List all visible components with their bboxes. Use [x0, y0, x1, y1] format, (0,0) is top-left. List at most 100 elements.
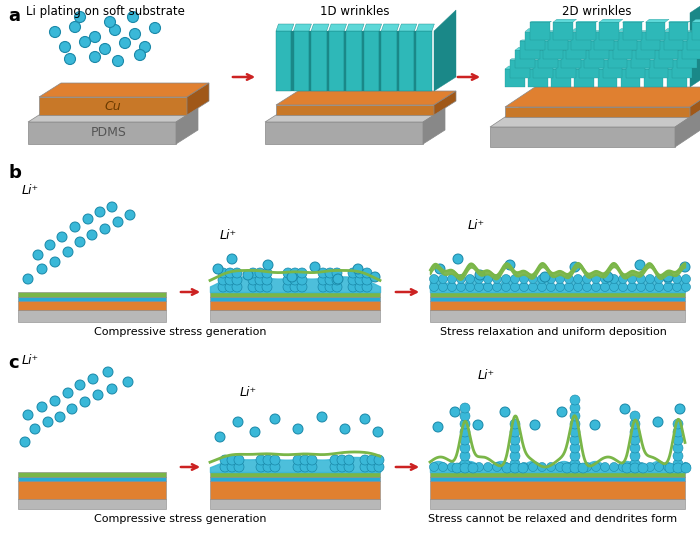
Circle shape: [318, 282, 328, 292]
Polygon shape: [490, 127, 675, 147]
Circle shape: [120, 38, 130, 48]
Polygon shape: [649, 59, 671, 60]
Circle shape: [630, 451, 640, 461]
Circle shape: [601, 274, 610, 284]
Polygon shape: [399, 31, 414, 91]
Circle shape: [645, 274, 654, 284]
Circle shape: [248, 275, 258, 285]
Circle shape: [344, 462, 354, 472]
Polygon shape: [276, 105, 434, 115]
Circle shape: [353, 264, 363, 274]
Circle shape: [270, 455, 280, 465]
Circle shape: [460, 435, 470, 445]
Circle shape: [493, 282, 501, 292]
Circle shape: [360, 455, 370, 465]
Circle shape: [673, 274, 682, 284]
Circle shape: [475, 462, 484, 471]
Polygon shape: [515, 47, 538, 50]
Circle shape: [90, 52, 101, 62]
Circle shape: [233, 417, 243, 427]
Circle shape: [673, 427, 683, 437]
Polygon shape: [520, 40, 542, 41]
Circle shape: [630, 427, 640, 437]
Circle shape: [300, 462, 310, 472]
Polygon shape: [176, 108, 198, 144]
Polygon shape: [434, 10, 456, 91]
Circle shape: [547, 282, 556, 292]
Circle shape: [127, 11, 139, 23]
Circle shape: [248, 268, 258, 278]
Circle shape: [466, 282, 475, 292]
Circle shape: [290, 268, 300, 278]
Circle shape: [362, 275, 372, 285]
Circle shape: [290, 282, 300, 292]
Polygon shape: [525, 32, 545, 49]
Polygon shape: [329, 31, 344, 91]
Circle shape: [355, 275, 365, 285]
Circle shape: [460, 459, 470, 469]
Bar: [210, 499, 380, 509]
Circle shape: [493, 274, 501, 284]
Circle shape: [664, 282, 673, 292]
Circle shape: [673, 443, 683, 453]
Circle shape: [433, 422, 443, 432]
Circle shape: [307, 462, 317, 472]
Bar: [210, 301, 380, 310]
Text: Li plating on soft substrate: Li plating on soft substrate: [26, 5, 184, 18]
Circle shape: [325, 268, 335, 278]
Polygon shape: [690, 0, 700, 87]
Circle shape: [530, 420, 540, 430]
Circle shape: [675, 404, 685, 414]
Circle shape: [636, 462, 645, 471]
Circle shape: [510, 435, 520, 445]
Circle shape: [475, 270, 485, 280]
Circle shape: [103, 367, 113, 377]
Circle shape: [70, 222, 80, 232]
Circle shape: [234, 462, 244, 472]
Circle shape: [348, 275, 358, 285]
Polygon shape: [598, 66, 621, 69]
Polygon shape: [631, 49, 652, 50]
Polygon shape: [434, 91, 456, 115]
Polygon shape: [552, 69, 571, 87]
Circle shape: [50, 26, 60, 38]
Text: Li⁺: Li⁺: [468, 219, 485, 232]
Polygon shape: [276, 31, 291, 91]
Polygon shape: [644, 69, 664, 87]
Polygon shape: [379, 31, 382, 91]
Circle shape: [510, 443, 520, 453]
Circle shape: [528, 282, 538, 292]
Circle shape: [510, 282, 519, 292]
Circle shape: [456, 462, 466, 471]
Polygon shape: [364, 31, 379, 91]
Circle shape: [570, 411, 580, 421]
Polygon shape: [636, 41, 655, 59]
Polygon shape: [675, 107, 700, 147]
Polygon shape: [659, 40, 680, 41]
Circle shape: [318, 275, 328, 285]
Polygon shape: [664, 32, 683, 49]
Polygon shape: [311, 31, 327, 91]
Polygon shape: [28, 108, 198, 122]
Text: PDMS: PDMS: [91, 127, 127, 140]
Polygon shape: [672, 60, 692, 78]
Circle shape: [227, 455, 237, 465]
Circle shape: [90, 32, 101, 42]
Text: b: b: [8, 164, 21, 182]
Polygon shape: [667, 69, 687, 87]
Polygon shape: [621, 69, 640, 87]
Circle shape: [332, 275, 342, 285]
Circle shape: [63, 388, 73, 398]
Polygon shape: [276, 91, 456, 105]
Text: Stress cannot be relaxed and dendrites form: Stress cannot be relaxed and dendrites f…: [428, 514, 678, 524]
Circle shape: [557, 407, 567, 417]
Circle shape: [452, 463, 462, 473]
Circle shape: [67, 404, 77, 414]
Polygon shape: [566, 40, 588, 41]
Polygon shape: [416, 24, 434, 31]
Circle shape: [87, 230, 97, 240]
Polygon shape: [598, 69, 617, 87]
Bar: [210, 292, 380, 297]
Circle shape: [95, 207, 105, 217]
Polygon shape: [309, 31, 311, 91]
